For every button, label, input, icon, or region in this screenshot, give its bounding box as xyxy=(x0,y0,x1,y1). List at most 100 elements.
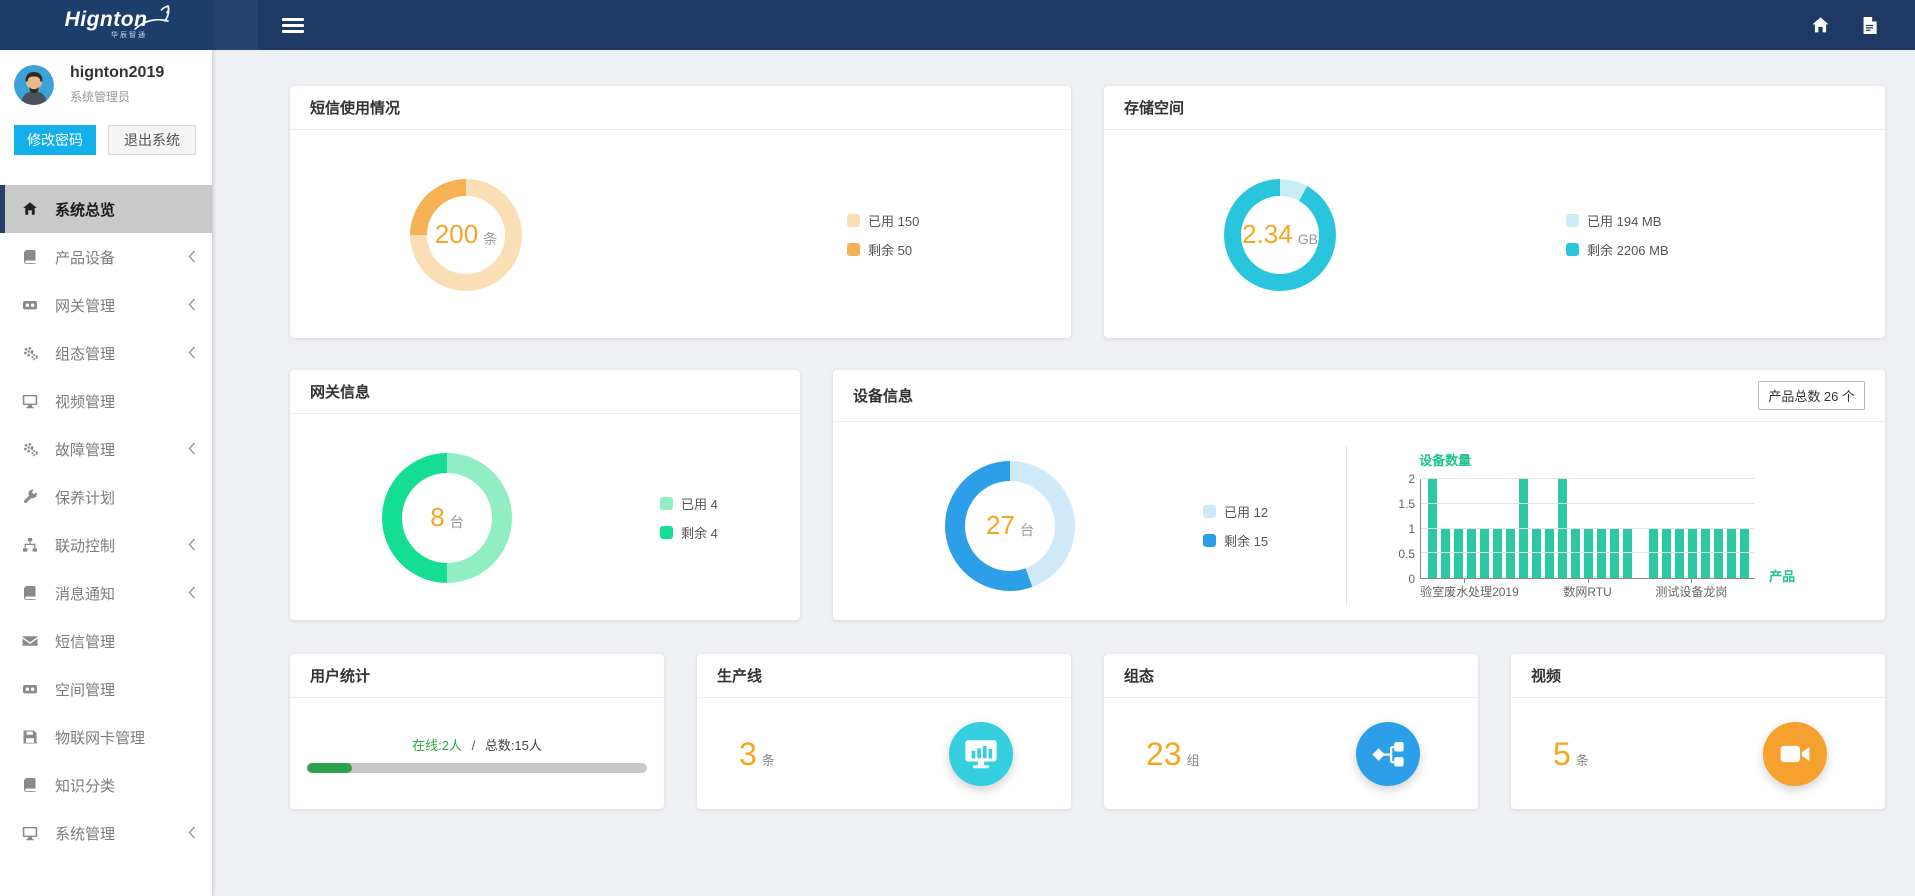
storage-card: 存储空间 2.34 GB 已用 194 MB 剩余 2206 MB xyxy=(1104,86,1885,338)
sidebar-item-video-mgmt[interactable]: 视频管理 xyxy=(0,377,212,425)
chevron-left-icon xyxy=(188,826,196,839)
sidebar-item-sms-mgmt[interactable]: 短信管理 xyxy=(0,617,212,665)
legend-label: 已用 4 xyxy=(681,496,718,512)
legend-label: 剩余 15 xyxy=(1224,533,1269,549)
storage-total-value: 2.34 xyxy=(1242,219,1293,249)
legend-swatch xyxy=(1203,504,1216,518)
camera-icon xyxy=(22,297,42,313)
separator: / xyxy=(471,738,476,753)
sidebar-item-system-mgmt[interactable]: 系统管理 xyxy=(0,809,212,857)
sms-donut-chart: 200 条 xyxy=(410,178,522,291)
sidebar-item-label: 系统总览 xyxy=(55,201,116,219)
document-icon[interactable] xyxy=(1860,16,1879,35)
production-line-value: 3 xyxy=(739,735,757,772)
y-tick-label: 0 xyxy=(1408,572,1416,586)
sidebar-item-label: 消息通知 xyxy=(55,585,116,603)
sidebar-item-iot-card-mgmt[interactable]: 物联网卡管理 xyxy=(0,713,212,761)
sidebar-item-linkage-control[interactable]: 联动控制 xyxy=(0,521,212,569)
user-stats-title: 用户统计 xyxy=(310,668,371,685)
bar xyxy=(1467,528,1477,578)
video-camera-icon xyxy=(1763,722,1827,786)
legend-swatch xyxy=(1203,533,1216,547)
device-bar-plot: 产品 xyxy=(1420,478,1795,584)
sidebar-item-message-notice[interactable]: 消息通知 xyxy=(0,569,212,617)
bar xyxy=(1584,528,1594,578)
scada-value: 23 xyxy=(1146,735,1182,772)
legend-label: 已用 12 xyxy=(1224,504,1269,520)
gateway-card-title: 网关信息 xyxy=(310,384,371,401)
bar xyxy=(1480,528,1490,578)
total-users-text: 总数:15人 xyxy=(484,738,542,753)
sidebar-item-product-device[interactable]: 产品设备 xyxy=(0,233,212,281)
book-icon xyxy=(22,249,42,265)
sidebar-item-gateway-mgmt[interactable]: 网关管理 xyxy=(0,281,212,329)
flowchart-icon xyxy=(1356,722,1420,786)
sidebar-item-label: 联动控制 xyxy=(55,537,116,555)
x-axis-labels: 验室废水处理2019 数网RTU 测试设备龙岗 xyxy=(1420,579,1755,601)
logo: Hignton 华辰智通 xyxy=(0,0,212,50)
book-icon xyxy=(22,777,42,793)
sidebar-item-label: 系统管理 xyxy=(55,825,116,843)
sidebar-item-space-mgmt[interactable]: 空间管理 xyxy=(0,665,212,713)
legend-swatch xyxy=(847,242,860,256)
monitor-chart-icon xyxy=(949,722,1013,786)
sidebar-item-label: 视频管理 xyxy=(55,393,116,411)
bar xyxy=(1610,528,1620,578)
chevron-left-icon xyxy=(188,298,196,311)
y-tick-label: 2 xyxy=(1408,472,1416,486)
floppy-icon xyxy=(22,729,42,745)
logout-button[interactable]: 退出系统 xyxy=(108,125,196,155)
sms-total-unit: 条 xyxy=(483,230,498,247)
device-card-title: 设备信息 xyxy=(853,388,914,405)
bar xyxy=(1545,528,1555,578)
sidebar-item-label: 保养计划 xyxy=(55,489,116,507)
chevron-left-icon xyxy=(188,250,196,263)
online-progress-bar xyxy=(307,763,647,773)
bar xyxy=(1662,528,1672,578)
gridline xyxy=(1421,502,1756,504)
sidebar-item-maintenance-plan[interactable]: 保养计划 xyxy=(0,473,212,521)
sidebar-item-fault-mgmt[interactable]: 故障管理 xyxy=(0,425,212,473)
sidebar-item-system-overview[interactable]: 系统总览 xyxy=(0,185,212,233)
bar xyxy=(1558,479,1568,578)
sidebar-item-label: 产品设备 xyxy=(55,249,116,267)
y-tick-label: 0.5 xyxy=(1398,547,1416,561)
device-total-value: 27 xyxy=(986,510,1015,540)
bar xyxy=(1441,528,1451,578)
product-total-badge[interactable]: 产品总数 26 个 xyxy=(1758,381,1865,410)
bar xyxy=(1493,528,1503,578)
sitemap-icon xyxy=(22,537,42,553)
divider xyxy=(1346,445,1348,606)
home-icon[interactable] xyxy=(1811,16,1830,35)
bar xyxy=(1519,479,1529,578)
bar xyxy=(1701,528,1711,578)
chevron-left-icon xyxy=(188,586,196,599)
chevron-left-icon xyxy=(188,538,196,551)
gateway-info-card: 网关信息 8 台 已用 4 剩余 4 xyxy=(290,370,800,620)
gateway-total-unit: 台 xyxy=(449,513,464,530)
x-tick-label: 数网RTU xyxy=(1563,585,1612,599)
x-tick-mark xyxy=(1691,579,1693,583)
legend-label: 已用 194 MB xyxy=(1587,213,1662,229)
desktop-icon xyxy=(22,393,42,409)
sidebar-item-knowledge-category[interactable]: 知识分类 xyxy=(0,761,212,809)
device-info-card: 设备信息 产品总数 26 个 27 台 已用 12 剩余 15 xyxy=(833,370,1885,620)
bar xyxy=(1506,528,1516,578)
sms-legend: 已用 150 剩余 50 xyxy=(847,211,919,259)
menu-toggle-icon[interactable] xyxy=(282,15,304,36)
sms-total-value: 200 xyxy=(434,219,479,249)
bar xyxy=(1597,528,1607,578)
device-donut-chart: 27 台 xyxy=(945,460,1075,591)
gateway-donut-chart: 8 台 xyxy=(382,452,512,583)
scada-title: 组态 xyxy=(1124,668,1155,685)
change-password-button[interactable]: 修改密码 xyxy=(14,125,96,155)
bar xyxy=(1727,528,1737,578)
user-role: 系统管理员 xyxy=(70,90,131,104)
legend-label: 剩余 4 xyxy=(681,525,718,541)
sidebar-item-scada-mgmt[interactable]: 组态管理 xyxy=(0,329,212,377)
legend-label: 已用 150 xyxy=(868,213,920,229)
device-total-unit: 台 xyxy=(1019,521,1034,538)
